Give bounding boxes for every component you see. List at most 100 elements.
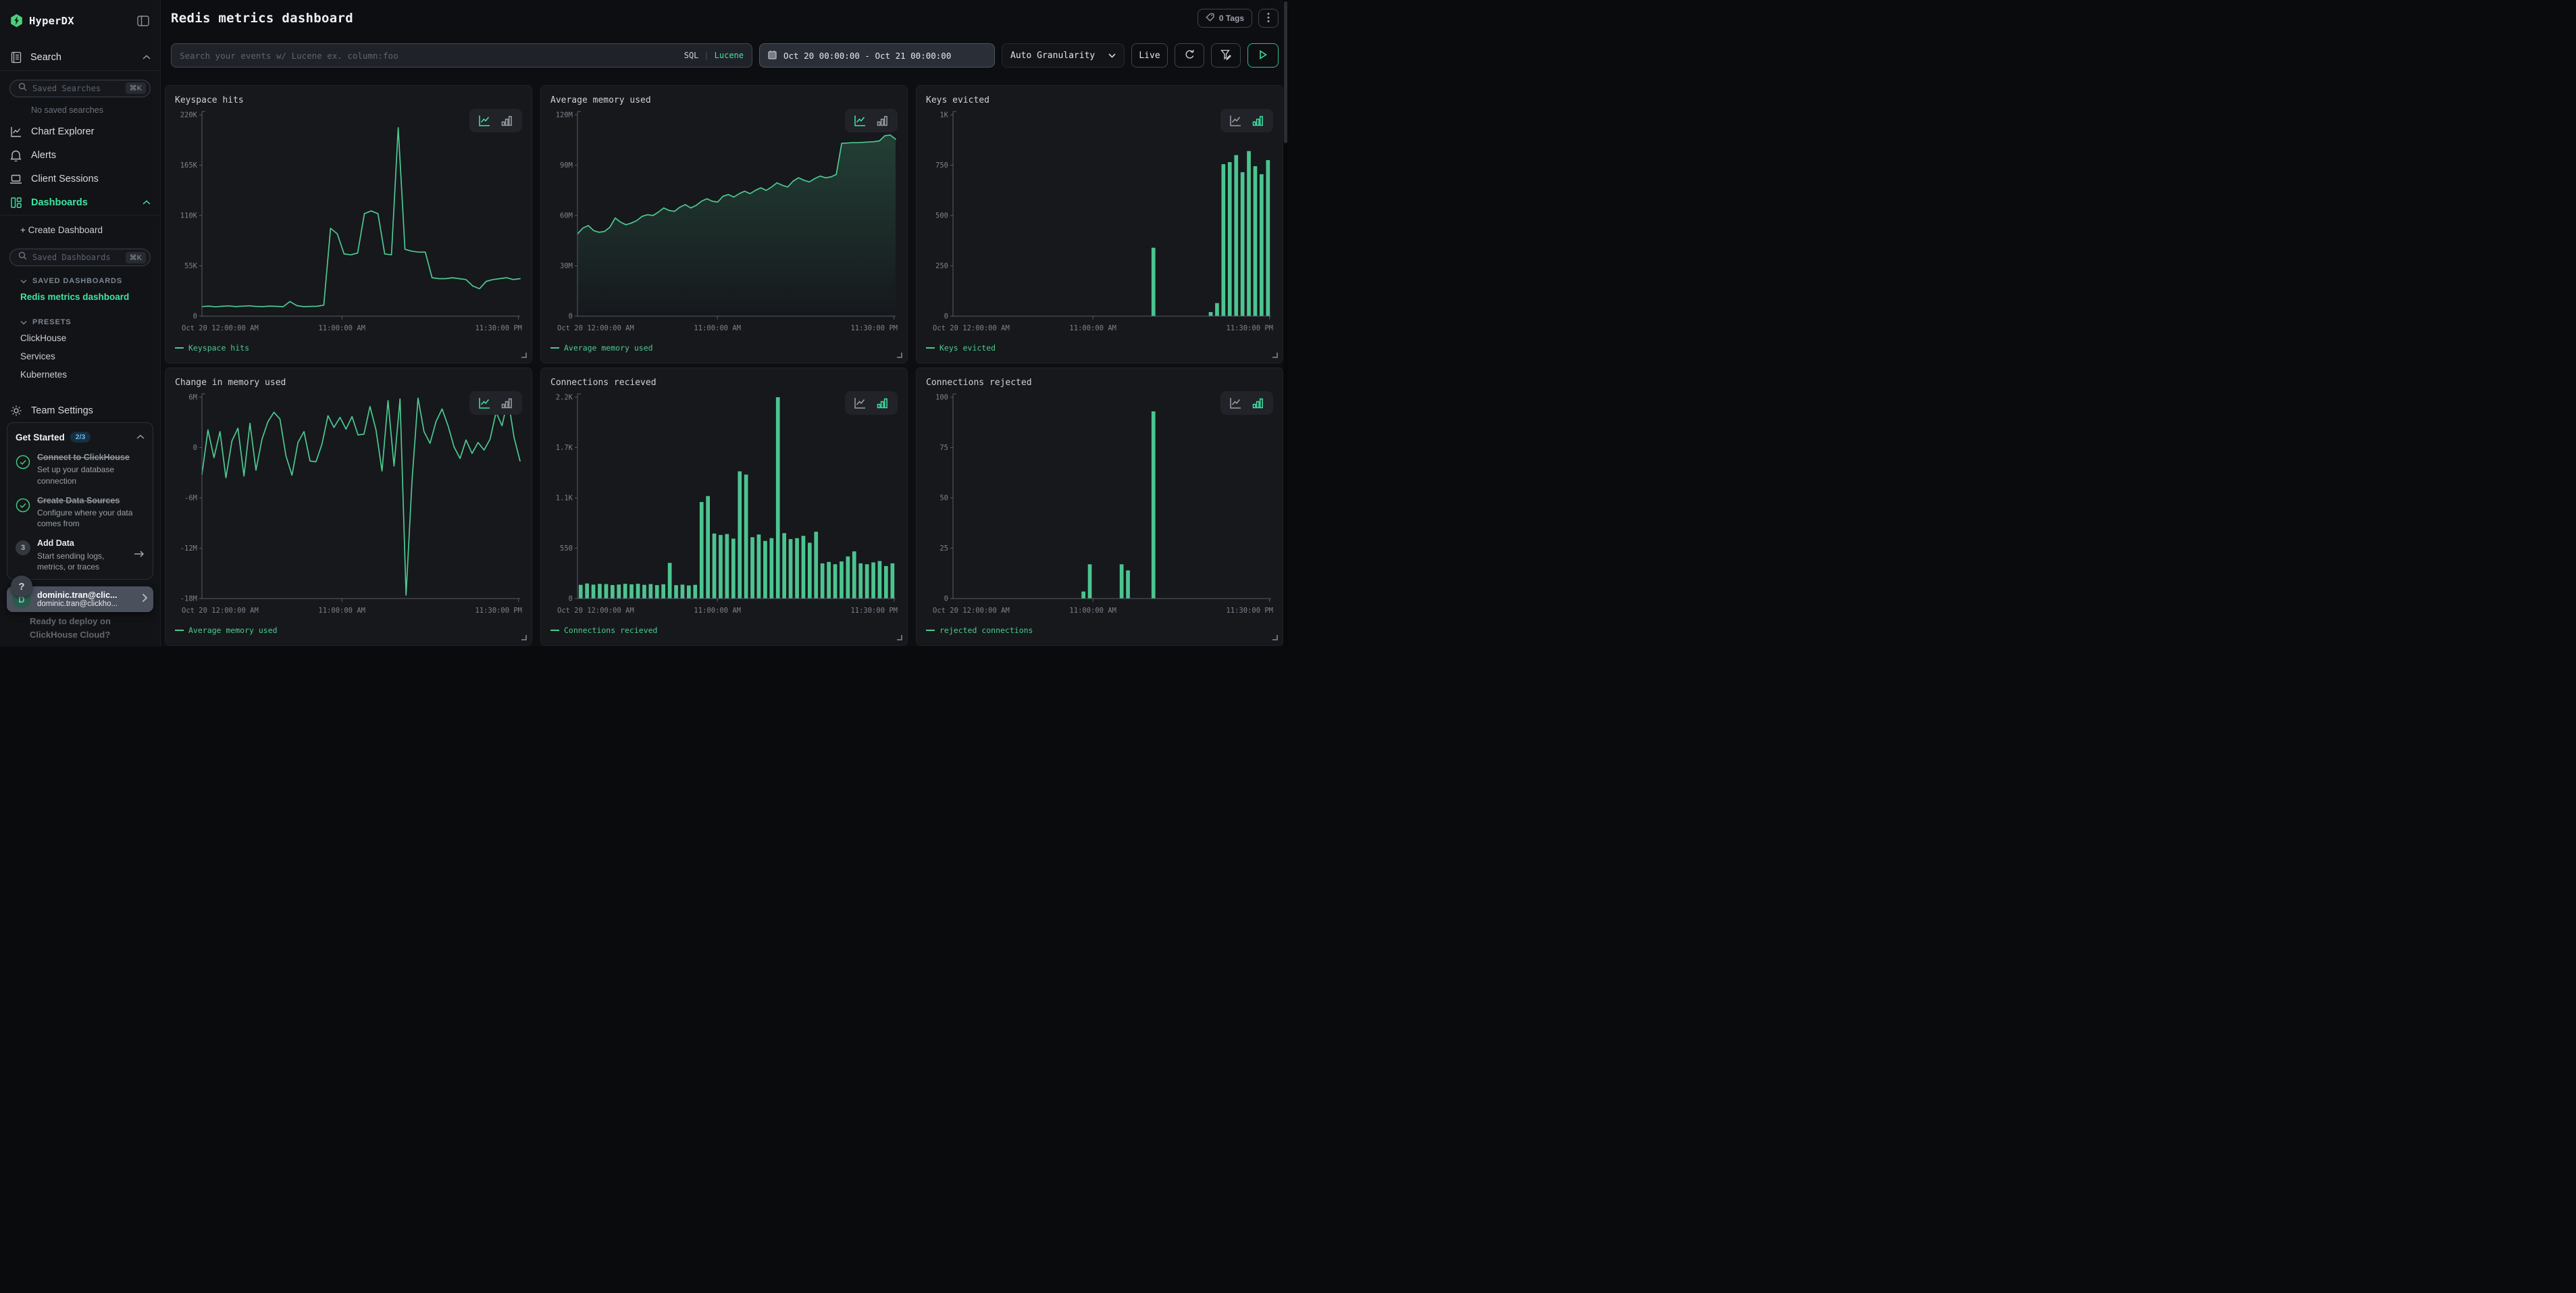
step-title: Connect to ClickHouse — [37, 453, 130, 463]
resize-handle[interactable] — [897, 635, 902, 640]
bar-chart-icon[interactable] — [500, 114, 513, 127]
sidebar-item-alerts[interactable]: Alerts — [0, 144, 160, 168]
bell-icon — [9, 149, 22, 162]
event-search-input[interactable]: Search your events w/ Lucene ex. column:… — [171, 43, 752, 68]
tag-icon — [1206, 13, 1214, 24]
resize-handle[interactable] — [521, 635, 527, 640]
legend-label: rejected connections — [939, 626, 1033, 635]
sidebar-item-label: Alerts — [31, 150, 57, 161]
svg-text:220K: 220K — [180, 111, 198, 120]
sidebar-item-preset-services[interactable]: Services — [20, 351, 55, 362]
tags-button[interactable]: 0 Tags — [1197, 9, 1252, 28]
svg-text:11:30:00 PM: 11:30:00 PM — [475, 607, 522, 615]
get-started-card: Get Started 2/3 Connect to ClickHouse Se… — [7, 422, 153, 580]
resize-handle[interactable] — [521, 353, 527, 358]
legend-item[interactable]: rejected connections — [926, 626, 1273, 635]
resize-handle[interactable] — [897, 353, 902, 358]
chart-canvas: 100 75 50 25 0 Oct 20 12:00:00 AM 11:00:00 AM 1… — [926, 389, 1274, 619]
bar-chart-icon[interactable] — [1252, 114, 1264, 127]
granularity-select[interactable]: Auto Granularity — [1002, 43, 1125, 68]
svg-text:11:30:00 PM: 11:30:00 PM — [850, 324, 898, 332]
svg-text:6M: 6M — [188, 394, 197, 402]
presets-section-toggle[interactable]: PRESETS — [0, 313, 160, 329]
line-chart-icon[interactable] — [854, 397, 867, 409]
sidebar-item-redis-dashboard[interactable]: Redis metrics dashboard — [20, 292, 130, 303]
sidebar-item-client-sessions[interactable]: Client Sessions — [0, 168, 160, 191]
chart-panel-keyspace-hits: Keyspace hits 220K 165K 110K 55K 0 Oct 20 12:… — [165, 85, 532, 363]
svg-text:-6M: -6M — [184, 495, 197, 503]
svg-text:11:00:00 AM: 11:00:00 AM — [694, 607, 741, 615]
sidebar-item-team-settings[interactable]: Team Settings — [0, 399, 160, 422]
chart-title: Connections recieved — [550, 378, 656, 388]
svg-text:-12M: -12M — [180, 544, 197, 553]
more-menu-button[interactable] — [1258, 9, 1279, 28]
line-chart-icon[interactable] — [1229, 397, 1242, 409]
create-dashboard-button[interactable]: + Create Dashboard — [20, 225, 103, 236]
refresh-icon — [1185, 49, 1195, 62]
step-desc: Start sending logs, metrics, or traces — [37, 551, 105, 572]
svg-text:100: 100 — [935, 394, 948, 402]
refresh-button[interactable] — [1175, 43, 1204, 68]
saved-dashboards-section-toggle[interactable]: SAVED DASHBOARDS — [0, 272, 160, 288]
help-button[interactable]: ? — [11, 576, 32, 597]
sidebar-item-preset-clickhouse[interactable]: ClickHouse — [20, 333, 67, 344]
resize-handle[interactable] — [1272, 353, 1278, 358]
granularity-value: Auto Granularity — [1010, 50, 1096, 61]
gear-icon — [9, 404, 22, 417]
sidebar-item-preset-kubernetes[interactable]: Kubernetes — [20, 370, 68, 380]
svg-text:11:30:00 PM: 11:30:00 PM — [475, 324, 522, 332]
saved-searches-input[interactable]: Saved Searches ⌘K — [9, 79, 151, 97]
sidebar-item-chart-explorer[interactable]: Chart Explorer — [0, 120, 160, 144]
chart-canvas: 1K 750 500 250 0 Oct 20 12:00:00 AM 11:00:00 A… — [926, 107, 1274, 336]
bar-chart-icon[interactable] — [1252, 397, 1264, 409]
svg-text:0: 0 — [944, 313, 948, 321]
sidebar-item-search[interactable]: Search — [0, 44, 160, 70]
legend-item[interactable]: Keys evicted — [926, 343, 1273, 353]
get-started-step-3[interactable]: 3 Add Data Start sending logs, metrics, … — [16, 538, 145, 572]
chevron-right-icon — [142, 593, 148, 606]
collapse-sidebar-icon[interactable] — [136, 14, 151, 28]
step-desc: Set up your database connection — [37, 465, 115, 486]
scrollbar-thumb[interactable] — [1284, 1, 1287, 143]
bar-chart-icon[interactable] — [876, 114, 889, 127]
arrow-right-icon — [134, 549, 145, 561]
sidebar-item-label: Search — [30, 51, 61, 63]
chevron-up-icon[interactable] — [136, 431, 145, 443]
chart-panel-change-in-memory: Change in memory used 6M 0 -6M -12M -18M Oct … — [165, 367, 532, 646]
legend-item[interactable]: Keyspace hits — [175, 343, 522, 353]
line-chart-icon[interactable] — [1229, 114, 1242, 127]
line-chart-icon[interactable] — [854, 114, 867, 127]
search-placeholder: Search your events w/ Lucene ex. column:… — [180, 50, 398, 61]
resize-handle[interactable] — [1272, 635, 1278, 640]
svg-text:1.1K: 1.1K — [556, 495, 573, 503]
get-started-step-1[interactable]: Connect to ClickHouse Set up your databa… — [16, 452, 145, 486]
lucene-toggle[interactable]: Lucene — [714, 51, 744, 60]
kebab-icon — [1267, 12, 1270, 25]
sql-toggle[interactable]: SQL — [684, 51, 699, 60]
get-started-step-2[interactable]: Create Data Sources Configure where your… — [16, 495, 145, 530]
live-button[interactable]: Live — [1131, 43, 1168, 68]
chevron-down-icon — [20, 320, 27, 325]
run-query-button[interactable] — [1247, 43, 1279, 68]
legend-item[interactable]: Average memory used — [550, 343, 898, 353]
bar-chart-icon[interactable] — [500, 397, 513, 409]
date-range-picker[interactable]: Oct 20 00:00:00 - Oct 21 00:00:00 — [759, 43, 995, 68]
svg-text:0: 0 — [569, 313, 573, 321]
toggle-divider: | — [704, 51, 709, 60]
saved-dashboards-input[interactable]: Saved Dashboards ⌘K — [9, 249, 151, 267]
line-chart-icon[interactable] — [478, 114, 491, 127]
chart-canvas: 6M 0 -6M -12M -18M Oct 20 12:00:00 AM 11:00:00… — [175, 389, 523, 619]
svg-text:30M: 30M — [560, 262, 573, 270]
scrollbar[interactable] — [1283, 0, 1288, 646]
line-chart-icon[interactable] — [478, 397, 491, 409]
bar-chart-icon[interactable] — [876, 397, 889, 409]
hyperdx-app: HyperDX Search Saved Searches ⌘K No save… — [0, 0, 1288, 646]
step-title: Add Data — [37, 538, 74, 549]
filter-button[interactable] — [1211, 43, 1241, 68]
legend-item[interactable]: Average memory used — [175, 626, 522, 635]
step-number-badge: 3 — [16, 540, 30, 556]
chevron-down-icon — [1108, 51, 1116, 61]
legend-item[interactable]: Connections recieved — [550, 626, 898, 635]
svg-text:500: 500 — [935, 212, 948, 220]
sidebar-item-dashboards[interactable]: Dashboards — [0, 191, 160, 215]
